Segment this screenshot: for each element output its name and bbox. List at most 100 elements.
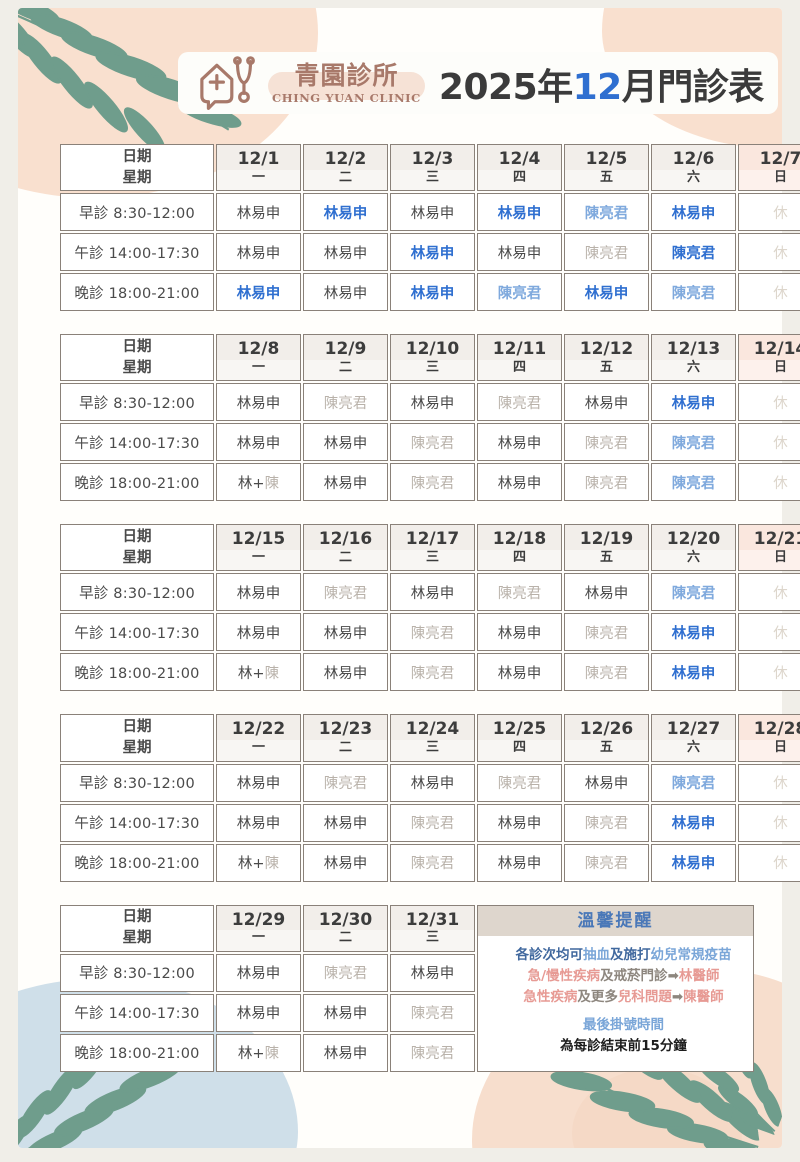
schedule-cell[interactable]: 林易申 [390,573,475,612]
header-date-cell[interactable]: 12/23 二 [303,714,388,762]
schedule-cell[interactable]: 林+陳 [216,463,301,502]
header-date-cell[interactable]: 12/9 二 [303,334,388,382]
schedule-cell[interactable]: 林易申 [390,273,475,312]
header-date-cell-sunday[interactable]: 12/21日 [738,524,800,572]
schedule-cell-rest[interactable]: 休 [738,763,800,802]
schedule-cell[interactable]: 陳亮君 [390,653,475,692]
schedule-cell[interactable]: 林易申 [651,653,736,692]
header-date-cell[interactable]: 12/8 一 [216,334,301,382]
schedule-cell[interactable]: 林易申 [303,233,388,272]
schedule-cell[interactable]: 陳亮君 [477,763,562,802]
schedule-cell[interactable]: 林易申 [216,993,301,1032]
schedule-cell[interactable]: 陳亮君 [390,613,475,652]
schedule-cell[interactable]: 陳亮君 [303,383,388,422]
header-date-cell[interactable]: 12/11 四 [477,334,562,382]
header-date-cell[interactable]: 12/5 五 [564,144,649,192]
header-date-cell[interactable]: 12/27 六 [651,714,736,762]
header-date-cell[interactable]: 12/6 六 [651,144,736,192]
schedule-cell-rest[interactable]: 休 [738,573,800,612]
header-date-cell[interactable]: 12/22 一 [216,714,301,762]
schedule-cell[interactable]: 陳亮君 [564,653,649,692]
schedule-cell[interactable]: 林易申 [390,953,475,992]
schedule-cell[interactable]: 林易申 [477,653,562,692]
schedule-cell[interactable]: 陳亮君 [390,1033,475,1072]
header-date-cell[interactable]: 12/25 四 [477,714,562,762]
header-date-cell[interactable]: 12/15 一 [216,524,301,572]
schedule-cell[interactable]: 陳亮君 [390,843,475,882]
schedule-cell[interactable]: 林易申 [477,803,562,842]
schedule-cell[interactable]: 林易申 [216,953,301,992]
schedule-cell[interactable]: 林易申 [216,613,301,652]
header-date-cell[interactable]: 12/17 三 [390,524,475,572]
schedule-cell[interactable]: 林易申 [390,383,475,422]
schedule-cell-rest[interactable]: 休 [738,463,800,502]
header-date-cell[interactable]: 12/2 二 [303,144,388,192]
schedule-cell[interactable]: 林易申 [216,383,301,422]
header-date-cell[interactable]: 12/13 六 [651,334,736,382]
schedule-cell[interactable]: 林易申 [303,843,388,882]
schedule-cell[interactable]: 林易申 [477,233,562,272]
schedule-cell-rest[interactable]: 休 [738,423,800,462]
schedule-cell[interactable]: 林易申 [303,993,388,1032]
schedule-cell[interactable]: 林易申 [477,463,562,502]
header-date-cell[interactable]: 12/18 四 [477,524,562,572]
header-date-cell[interactable]: 12/31 三 [390,904,475,952]
schedule-cell[interactable]: 陳亮君 [390,803,475,842]
schedule-cell[interactable]: 林易申 [651,843,736,882]
schedule-cell[interactable]: 陳亮君 [651,463,736,502]
schedule-cell[interactable]: 陳亮君 [477,273,562,312]
schedule-cell[interactable]: 陳亮君 [564,463,649,502]
schedule-cell[interactable]: 林易申 [303,193,388,232]
schedule-cell-rest[interactable]: 休 [738,843,800,882]
schedule-cell[interactable]: 陳亮君 [651,763,736,802]
schedule-cell[interactable]: 林易申 [303,463,388,502]
header-date-cell-sunday[interactable]: 12/14日 [738,334,800,382]
schedule-cell[interactable]: 林易申 [390,193,475,232]
schedule-cell[interactable]: 林易申 [564,273,649,312]
schedule-cell[interactable]: 林易申 [390,233,475,272]
header-date-cell[interactable]: 12/24 三 [390,714,475,762]
header-date-cell[interactable]: 12/20 六 [651,524,736,572]
schedule-cell[interactable]: 陳亮君 [564,803,649,842]
schedule-cell[interactable]: 陳亮君 [477,573,562,612]
schedule-cell[interactable]: 林易申 [216,573,301,612]
header-date-cell[interactable]: 12/4 四 [477,144,562,192]
header-date-cell-sunday[interactable]: 12/28日 [738,714,800,762]
schedule-cell[interactable]: 林易申 [564,383,649,422]
schedule-cell[interactable]: 陳亮君 [651,233,736,272]
schedule-cell[interactable]: 陳亮君 [303,573,388,612]
schedule-cell-rest[interactable]: 休 [738,803,800,842]
header-date-cell[interactable]: 12/29 一 [216,904,301,952]
header-date-cell-sunday[interactable]: 12/7 日 [738,144,800,192]
schedule-cell[interactable]: 陳亮君 [564,843,649,882]
schedule-cell[interactable]: 林易申 [477,193,562,232]
schedule-cell[interactable]: 陳亮君 [651,573,736,612]
schedule-cell-rest[interactable]: 休 [738,613,800,652]
schedule-cell[interactable]: 陳亮君 [564,193,649,232]
schedule-cell[interactable]: 林易申 [216,803,301,842]
schedule-cell[interactable]: 林+陳 [216,1033,301,1072]
schedule-cell[interactable]: 林易申 [216,273,301,312]
schedule-cell[interactable]: 陳亮君 [564,233,649,272]
header-date-cell[interactable]: 12/16 二 [303,524,388,572]
header-date-cell[interactable]: 12/26 五 [564,714,649,762]
schedule-cell[interactable]: 陳亮君 [477,383,562,422]
schedule-cell[interactable]: 林易申 [216,233,301,272]
schedule-cell[interactable]: 陳亮君 [390,463,475,502]
schedule-cell[interactable]: 陳亮君 [651,273,736,312]
schedule-cell[interactable]: 林易申 [651,613,736,652]
schedule-cell[interactable]: 林易申 [477,613,562,652]
header-date-cell[interactable]: 12/19 五 [564,524,649,572]
schedule-cell[interactable]: 林易申 [303,653,388,692]
schedule-cell[interactable]: 林易申 [303,1033,388,1072]
schedule-cell[interactable]: 陳亮君 [390,423,475,462]
schedule-cell[interactable]: 陳亮君 [303,763,388,802]
schedule-cell[interactable]: 林易申 [390,763,475,802]
schedule-cell[interactable]: 林+陳 [216,653,301,692]
header-date-cell[interactable]: 12/30 二 [303,904,388,952]
header-date-cell[interactable]: 12/10 三 [390,334,475,382]
schedule-cell[interactable]: 林易申 [216,193,301,232]
header-date-cell[interactable]: 12/1 一 [216,144,301,192]
schedule-cell[interactable]: 林易申 [564,573,649,612]
schedule-cell-rest[interactable]: 休 [738,383,800,422]
